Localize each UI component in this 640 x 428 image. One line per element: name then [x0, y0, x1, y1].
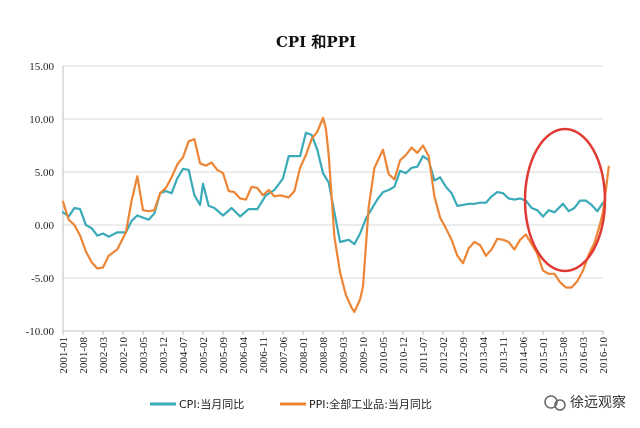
- x-tick-label: 2015-01: [538, 337, 550, 374]
- x-tick-label: 2014-06: [518, 337, 530, 374]
- y-tick-label: 0.00: [35, 220, 55, 232]
- x-tick-label: 2009-03: [338, 337, 350, 374]
- y-axis: 15.00 10.00 5.00 0.00 -5.00 -10.00: [26, 61, 603, 338]
- series-layer: [61, 116, 610, 313]
- x-tick-label: 2008-08: [318, 337, 330, 374]
- x-tick-label: 2003-12: [158, 337, 170, 374]
- y-tick-label: -5.00: [31, 273, 54, 285]
- x-tick-label: 2007-06: [278, 337, 290, 374]
- x-tick-label: 2013-04: [478, 337, 490, 374]
- y-tick-label: 10.00: [29, 114, 54, 126]
- x-tick-label: 2003-05: [138, 337, 150, 374]
- chart-title: CPI 和PPI: [276, 33, 356, 51]
- x-tick-label: 2004-07: [178, 337, 190, 374]
- watermark-text: 徐远观察: [570, 394, 626, 411]
- highlight-ellipse: [523, 127, 607, 273]
- x-tick-label: 2001-08: [78, 337, 90, 374]
- x-axis: 2001-01 2001-08 2002-03 2002-10 2003-05 2003-…: [58, 331, 610, 374]
- legend: CPI:当月同比 PPI:全部工业品:当月同比: [150, 397, 432, 411]
- x-tick-label: 2013-11: [498, 337, 510, 373]
- y-tick-label: 5.00: [35, 167, 55, 179]
- legend-label-cpi: CPI:当月同比: [179, 397, 244, 411]
- gridlines: [63, 65, 603, 279]
- y-tick-label: -10.00: [26, 326, 55, 338]
- x-tick-label: 2012-02: [438, 337, 450, 374]
- legend-label-ppi: PPI:全部工业品:当月同比: [309, 397, 432, 411]
- y-tick-label: 15.00: [29, 61, 54, 73]
- series-line-cpi: [61, 131, 605, 246]
- x-tick-label: 2016-03: [578, 337, 590, 374]
- x-tick-label: 2008-01: [298, 337, 310, 374]
- watermark-logo-icon: [544, 395, 566, 411]
- x-tick-label: 2012-09: [458, 337, 470, 374]
- x-tick-label: 2015-08: [558, 337, 570, 374]
- x-tick-label: 2006-11: [258, 337, 270, 373]
- watermark: 徐远观察: [544, 394, 626, 411]
- x-tick-label: 2002-10: [118, 337, 130, 374]
- series-line-ppi: [61, 116, 610, 313]
- x-tick-label: 2005-02: [198, 337, 210, 374]
- x-tick-label: 2016-10: [598, 337, 610, 374]
- x-tick-label: 2002-03: [98, 337, 110, 374]
- x-tick-label: 2006-04: [238, 337, 250, 374]
- x-tick-label: 2010-12: [398, 337, 410, 374]
- x-tick-label: 2011-07: [418, 337, 430, 374]
- x-tick-label: 2010-05: [378, 337, 390, 374]
- x-tick-label: 2001-01: [58, 337, 70, 374]
- x-tick-label: 2009-10: [358, 337, 370, 374]
- x-tick-label: 2005-09: [218, 337, 230, 374]
